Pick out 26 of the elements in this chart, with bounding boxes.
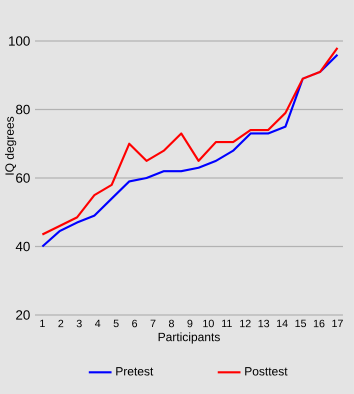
- x-axis-title: Participants: [158, 332, 220, 344]
- x-tick-label: 9: [187, 320, 192, 328]
- x-tick-label: 6: [132, 320, 138, 328]
- y-tick-label: 20: [16, 310, 30, 320]
- x-tick-label: 2: [58, 320, 64, 328]
- x-tick-label: 7: [150, 320, 156, 328]
- x-tick-label: 14: [277, 320, 288, 328]
- x-tick-label: 12: [240, 320, 251, 328]
- legend-label: Posttest: [245, 367, 288, 376]
- y-axis-title: IQ degrees: [5, 116, 16, 175]
- x-tick-label: 1: [40, 320, 45, 328]
- x-tick-label: 10: [203, 320, 214, 328]
- x-tick-label: 15: [295, 320, 306, 328]
- x-tick-label: 3: [76, 320, 82, 328]
- y-tick-label: 60: [16, 173, 30, 183]
- x-tick-label: 5: [114, 320, 119, 328]
- x-tick-label: 4: [94, 320, 100, 328]
- x-tick-label: 13: [258, 320, 270, 328]
- y-tick-label: 80: [16, 104, 30, 114]
- x-tick-label: 16: [314, 320, 324, 328]
- legend-label: Pretest: [116, 367, 154, 376]
- x-tick-label: 8: [168, 320, 174, 328]
- x-tick-label: 11: [222, 320, 232, 328]
- y-tick-label: 40: [16, 242, 30, 252]
- y-tick-label: 100: [9, 36, 30, 46]
- x-tick-label: 17: [332, 320, 343, 328]
